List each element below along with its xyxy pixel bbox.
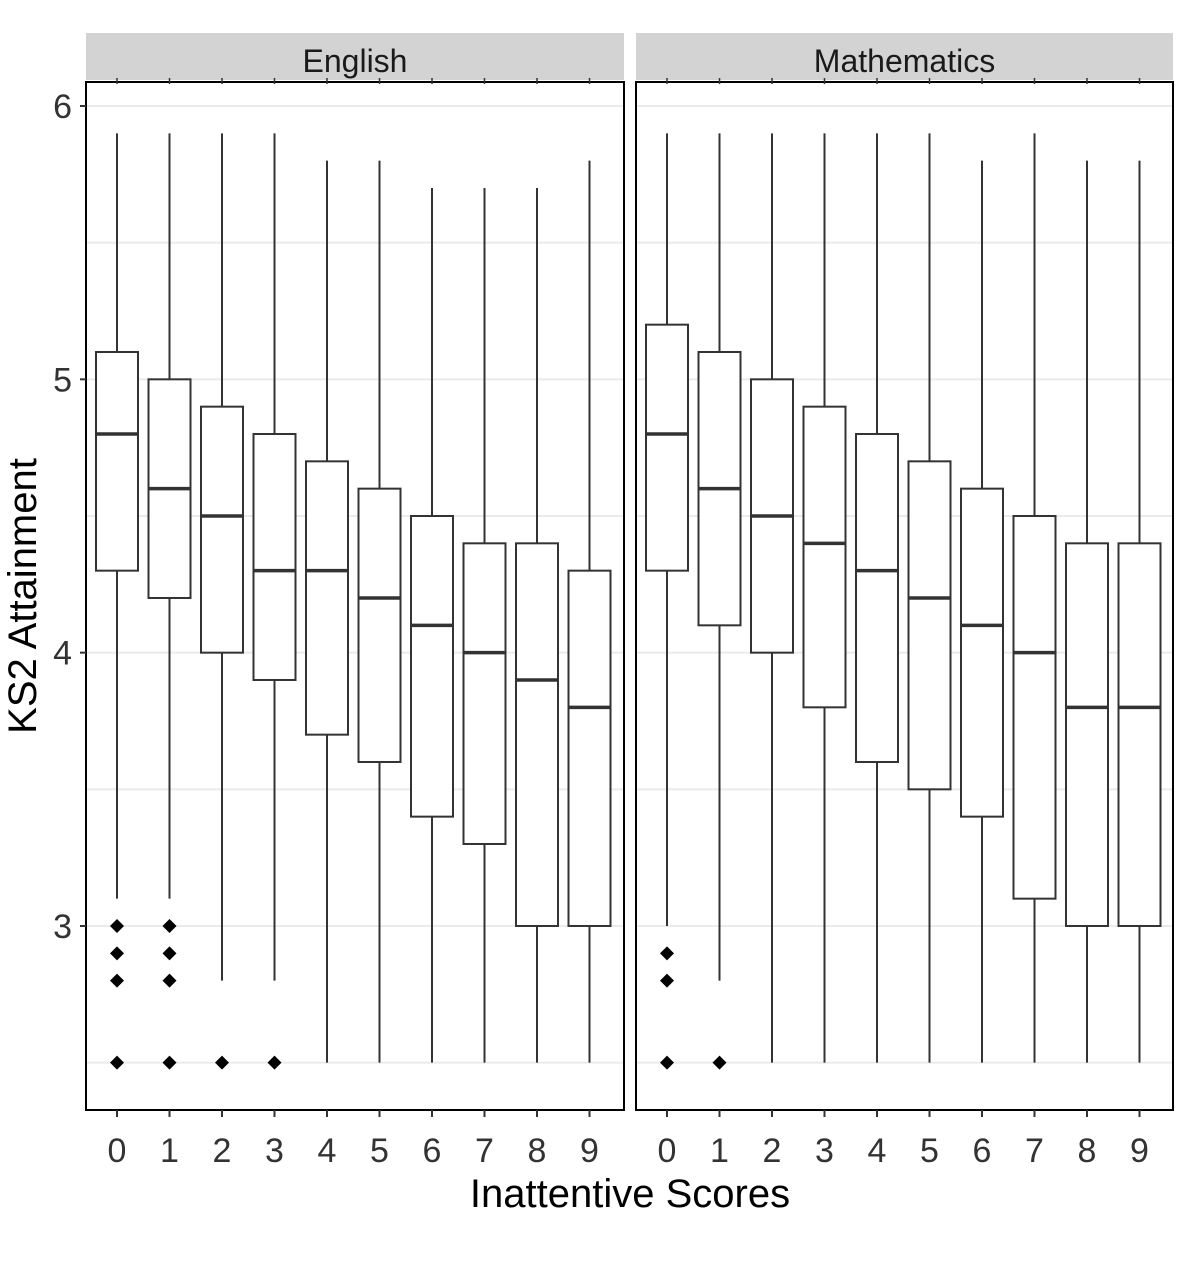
box-1 (697, 133, 742, 1070)
facet-strip (636, 33, 1173, 80)
y-tick-label: 4 (53, 635, 72, 673)
iqr-box (907, 460, 952, 791)
box-0 (95, 133, 139, 1070)
iqr-box (95, 350, 139, 572)
iqr-box (802, 405, 847, 709)
x-tick-label: 9 (580, 1132, 599, 1170)
iqr-box (960, 487, 1004, 818)
iqr-box (567, 569, 612, 927)
box-9 (1117, 160, 1162, 1063)
box-4 (305, 160, 349, 1063)
x-tick-label: 8 (1078, 1132, 1097, 1170)
y-tick-label: 5 (53, 361, 72, 399)
iqr-box (855, 432, 899, 763)
outlier-point (110, 946, 124, 961)
outlier-point (712, 1055, 727, 1070)
iqr-box (1012, 514, 1057, 900)
box-5 (357, 160, 402, 1063)
x-tick-label: 1 (160, 1132, 179, 1170)
iqr-box (200, 405, 244, 654)
x-tick-label: 6 (423, 1132, 442, 1170)
outlier-point (660, 946, 674, 961)
outlier-point (660, 973, 674, 988)
iqr-box (515, 542, 559, 927)
iqr-box (357, 487, 402, 763)
box-8 (1065, 160, 1109, 1063)
panel-english: English 0 1 2 3 4 5 6 7 8 9 (85, 33, 625, 1170)
x-tick-label: 7 (1025, 1132, 1044, 1170)
box-3 (802, 133, 847, 1063)
box-2 (200, 133, 244, 1070)
panel-mathematics: Mathematics 0 1 2 3 4 5 6 7 8 9 (635, 33, 1174, 1170)
x-tick-label: 0 (108, 1132, 127, 1170)
box-0 (645, 133, 689, 1070)
outlier-point (110, 1055, 124, 1070)
box-7 (1012, 133, 1057, 1063)
box-9 (567, 160, 612, 1063)
box-7 (462, 187, 507, 1063)
iqr-box (1065, 542, 1109, 927)
x-tick-label: 8 (528, 1132, 547, 1170)
x-tick-label: 7 (475, 1132, 494, 1170)
outlier-point (162, 946, 177, 961)
box-1 (147, 133, 192, 1070)
iqr-box (305, 460, 349, 736)
x-tick-label: 4 (868, 1132, 887, 1170)
outlier-point (110, 918, 124, 933)
x-tick-label: 1 (710, 1132, 729, 1170)
outlier-point (162, 1055, 177, 1070)
box-3 (252, 133, 297, 1070)
x-tick-label: 6 (973, 1132, 992, 1170)
y-axis-title: KS2 Attainment (1, 458, 45, 734)
outlier-point (162, 973, 177, 988)
box-5 (907, 133, 952, 1063)
x-tick-label: 2 (213, 1132, 232, 1170)
y-tick-label: 3 (53, 908, 72, 946)
facet-strip (86, 33, 624, 80)
iqr-box (645, 323, 689, 572)
x-axis-title: Inattentive Scores (470, 1172, 790, 1216)
facet-strip-label: Mathematics (814, 43, 995, 79)
outlier-point (110, 973, 124, 988)
iqr-box (462, 542, 507, 845)
outlier-point (267, 1055, 282, 1070)
facet-strip-label: English (303, 43, 408, 79)
y-tick-label: 6 (53, 88, 72, 126)
x-tick-label: 3 (815, 1132, 834, 1170)
outlier-point (215, 1055, 229, 1070)
panel-border (635, 81, 1174, 1111)
x-tick-label: 2 (763, 1132, 782, 1170)
x-tick-label: 9 (1130, 1132, 1149, 1170)
box-6 (410, 187, 454, 1063)
outlier-point (162, 918, 177, 933)
iqr-box (1117, 542, 1162, 927)
box-8 (515, 187, 559, 1063)
x-tick-label: 5 (370, 1132, 389, 1170)
x-tick-label: 3 (265, 1132, 284, 1170)
x-tick-label: 4 (318, 1132, 337, 1170)
box-4 (855, 133, 899, 1063)
box-6 (960, 160, 1004, 1063)
iqr-box (252, 432, 297, 681)
y-axis: 3 4 5 6 (53, 88, 86, 946)
panel-border (85, 81, 625, 1111)
x-tick-label: 5 (920, 1132, 939, 1170)
outlier-point (660, 1055, 674, 1070)
iqr-box (410, 514, 454, 818)
x-tick-label: 0 (658, 1132, 677, 1170)
box-2 (750, 133, 794, 1063)
